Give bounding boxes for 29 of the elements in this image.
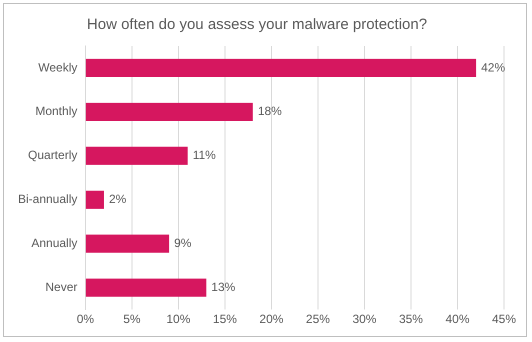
data-label: 18% <box>258 104 282 118</box>
bar <box>86 58 476 78</box>
bar <box>86 278 206 297</box>
x-tick-label: 5% <box>123 312 141 326</box>
x-tick-label: 15% <box>212 312 238 326</box>
data-label: 42% <box>481 60 506 74</box>
data-label: 13% <box>211 280 236 294</box>
data-label: 9% <box>174 236 192 250</box>
x-tick-label: 0% <box>76 312 94 326</box>
y-tick-label: Never <box>45 280 78 294</box>
y-tick-label: Bi-annually <box>18 192 78 206</box>
x-tick-label: 10% <box>166 312 191 326</box>
bar <box>86 146 188 165</box>
x-tick-label: 40% <box>445 312 470 326</box>
bar <box>86 234 170 253</box>
chart-title: How often do you assess your malware protection? <box>86 16 428 34</box>
bar <box>86 102 253 121</box>
x-tick-label: 30% <box>352 312 377 326</box>
y-tick-label: Annually <box>31 236 78 250</box>
x-tick-label: 25% <box>306 312 330 326</box>
x-tick-label: 45% <box>492 312 516 326</box>
y-tick-label: Monthly <box>35 104 78 118</box>
y-tick-label: Quarterly <box>28 148 78 162</box>
x-tick-label: 20% <box>259 312 284 326</box>
data-label: 11% <box>192 148 216 162</box>
y-tick-label: Weekly <box>38 60 78 74</box>
data-label: 2% <box>108 192 127 206</box>
bar <box>86 190 104 209</box>
x-tick-label: 35% <box>398 312 424 326</box>
